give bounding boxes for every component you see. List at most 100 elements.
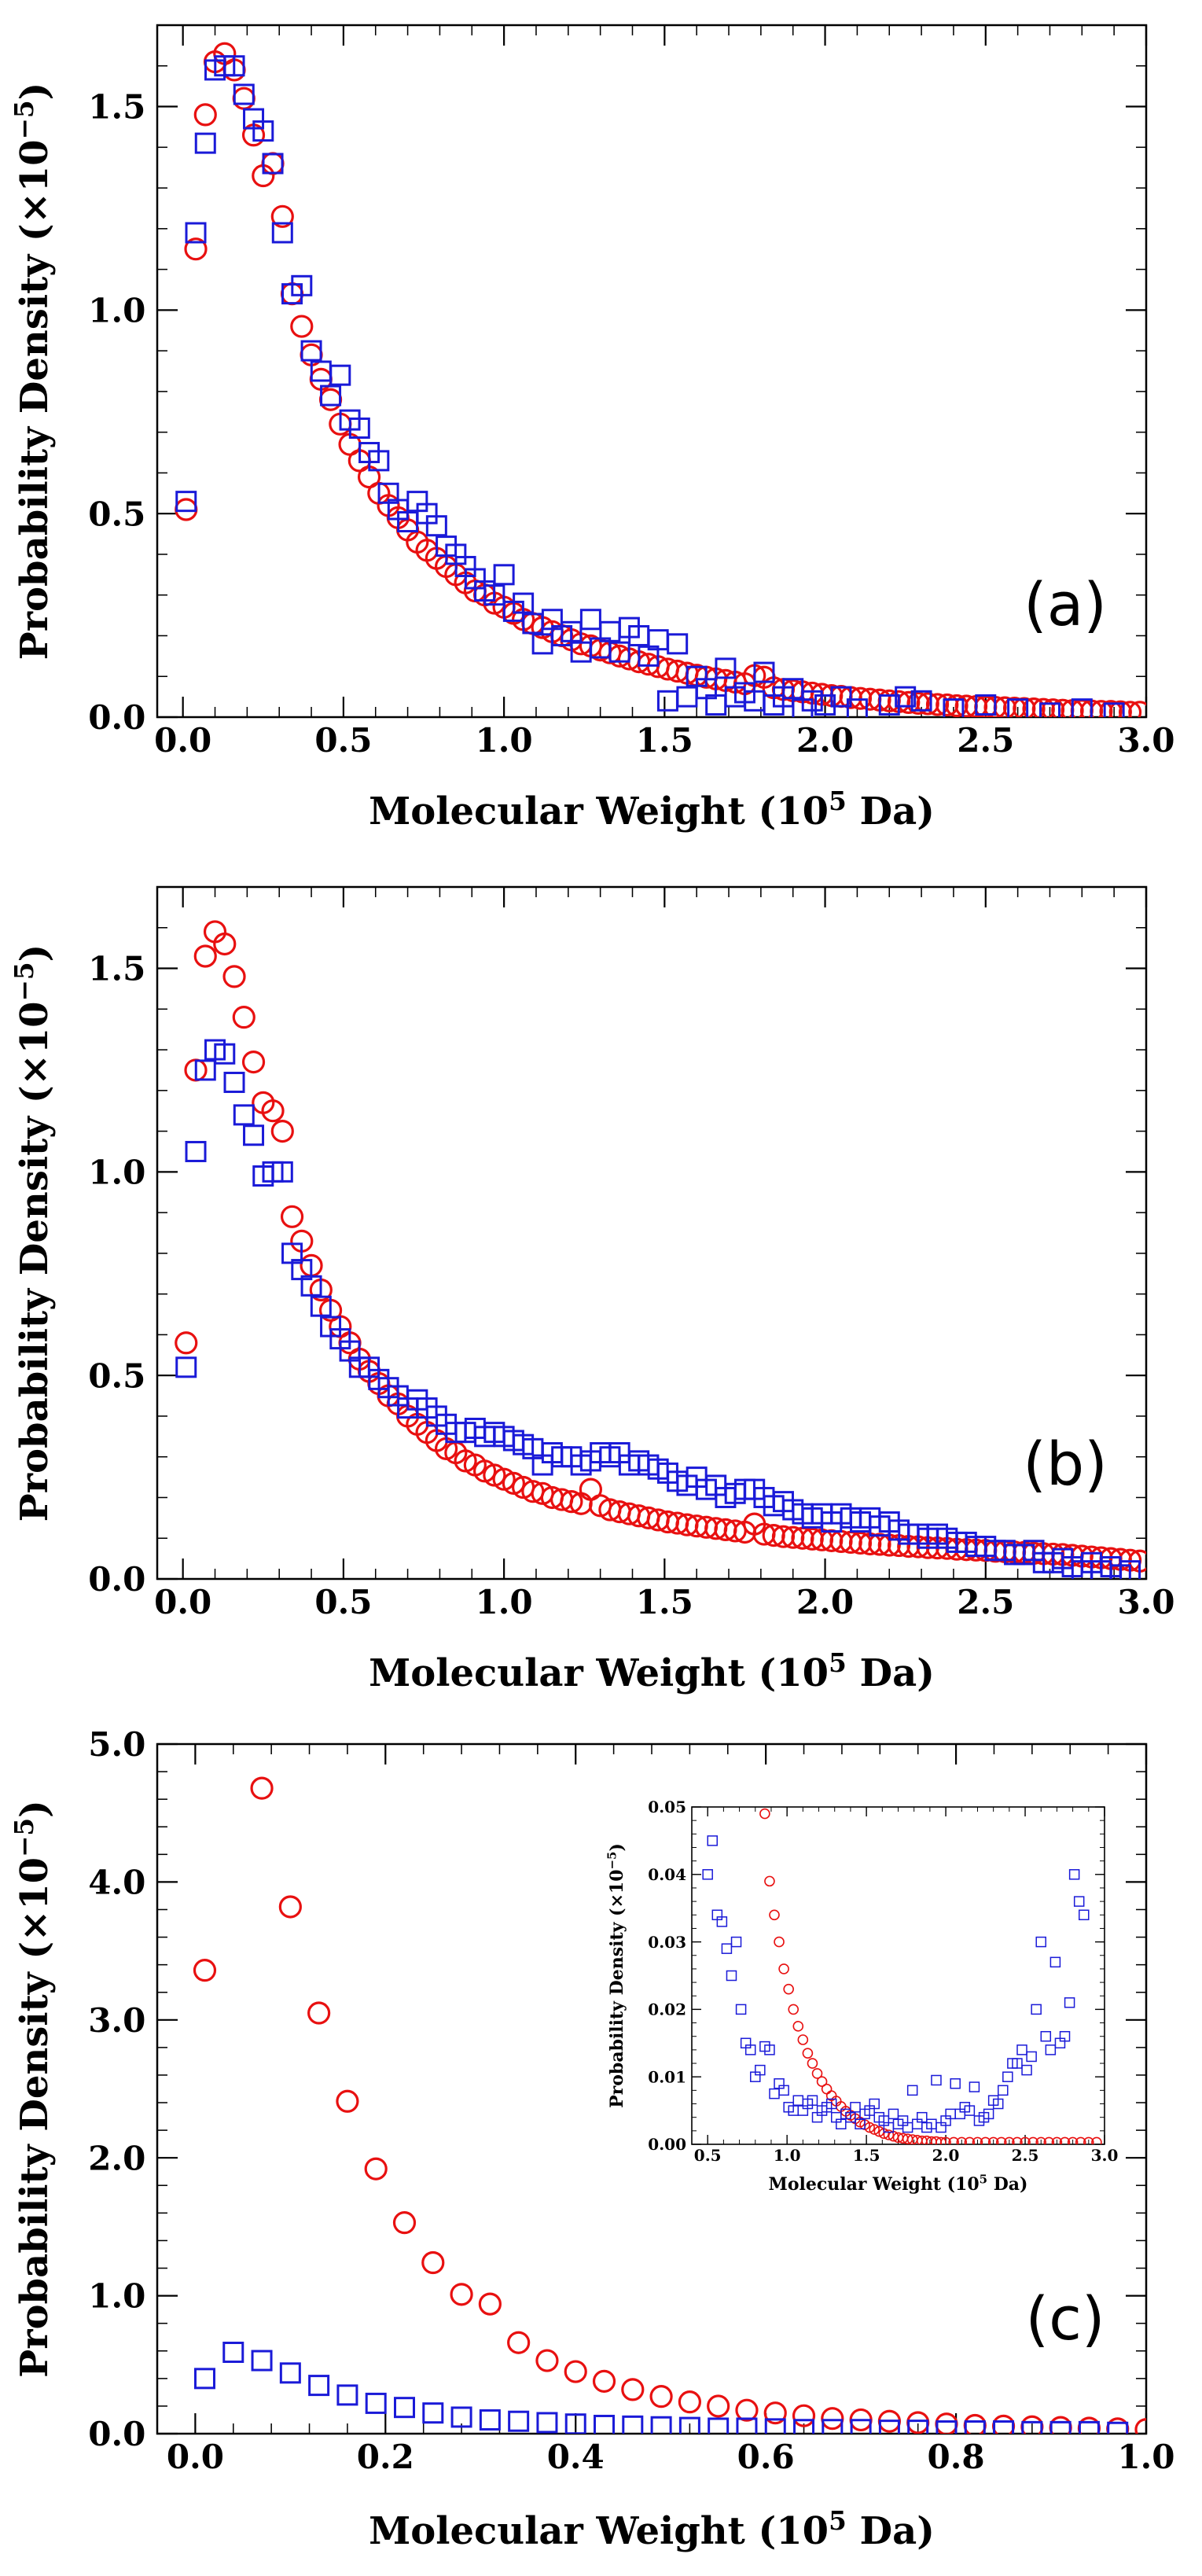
data-point-square — [185, 222, 207, 244]
data-point-circle — [1051, 2136, 1063, 2144]
data-point-square — [716, 1916, 728, 1927]
data-point-square — [1079, 1909, 1090, 1921]
data-point-circle — [270, 1119, 294, 1143]
data-point-square — [855, 2118, 866, 2130]
data-point-square — [1031, 2004, 1042, 2015]
data-point-square — [667, 633, 689, 655]
data-point-circle — [1118, 701, 1142, 717]
data-point-square — [830, 686, 852, 708]
data-point-square — [1021, 2064, 1032, 2076]
panel-2-xtick-label: 0.6 — [737, 2438, 795, 2476]
inset-xtick-label: 0.5 — [694, 2146, 722, 2165]
data-point-circle — [1059, 2136, 1071, 2144]
data-point-square — [622, 2415, 644, 2434]
panel-1-ylabel-exponent: −5 — [9, 962, 39, 1001]
data-point-circle — [1012, 2136, 1023, 2144]
data-point-square — [243, 1124, 265, 1146]
data-point-square — [348, 417, 370, 439]
panel-2-xtick-label: 0.0 — [167, 2438, 224, 2476]
data-point-square — [1007, 698, 1029, 717]
panel-2-ylabel-exponent: −5 — [9, 1818, 39, 1857]
panel-2-ytick-label: 1.0 — [88, 2277, 145, 2316]
data-point-square — [193, 2368, 215, 2390]
data-point-square — [744, 2044, 756, 2055]
panel-2-xtick-label: 1.0 — [1117, 2438, 1174, 2476]
data-point-circle — [232, 1006, 255, 1029]
data-point-square — [878, 2420, 900, 2434]
data-point-square — [320, 385, 342, 407]
data-point-circle — [1083, 2136, 1094, 2144]
data-point-square — [850, 2419, 872, 2434]
data-point-square — [394, 2397, 415, 2419]
data-point-square — [721, 1943, 733, 1954]
panel-0-series-squares — [175, 55, 1125, 717]
data-point-square — [983, 2108, 994, 2120]
panel-1-xtick-label: 3.0 — [1117, 1583, 1174, 1621]
data-point-circle — [364, 2157, 388, 2180]
panel-2-ylabel: Probability Density (×10−5) — [9, 1800, 57, 2378]
data-point-square — [1119, 1560, 1141, 1579]
data-point-circle — [184, 237, 208, 261]
data-point-circle — [1020, 2136, 1031, 2144]
data-point-circle — [1128, 701, 1146, 717]
data-point-square — [1059, 2030, 1071, 2042]
panel-2-xlabel-exponent: 5 — [829, 2505, 847, 2536]
inset-ylabel-text-end: ) — [607, 1843, 627, 1851]
data-point-square — [998, 2085, 1009, 2096]
panel-1-label: (b) — [1023, 1429, 1108, 1499]
data-point-circle — [956, 2136, 968, 2144]
panel-2-xtick-label: 0.4 — [547, 2438, 605, 2476]
data-point-square — [850, 2102, 861, 2113]
data-point-circle — [213, 932, 237, 956]
data-point-circle — [392, 2211, 417, 2235]
panel-0-xtick-label: 0.0 — [154, 721, 211, 760]
data-point-circle — [1075, 2136, 1086, 2144]
data-point-square — [878, 694, 900, 716]
panel-1-ylabel-text: Probability Density (×10 — [13, 1001, 57, 1522]
data-point-square — [508, 2410, 530, 2432]
data-point-square — [943, 698, 965, 717]
inset-ylabel-exponent: −5 — [605, 1852, 619, 1870]
data-point-circle — [1134, 2418, 1146, 2434]
panel-2-ylabel-text-end: ) — [13, 1800, 57, 1818]
inset-ylabel: Probability Density (×10−5) — [605, 1843, 627, 2108]
inset-frame — [691, 1806, 1105, 2145]
panel-0-ytick-label: 0.5 — [88, 495, 145, 533]
data-point-square — [175, 491, 197, 513]
data-point-square — [564, 2413, 586, 2434]
data-point-circle — [778, 1963, 789, 1974]
data-point-square — [931, 2074, 942, 2086]
data-point-circle — [816, 2076, 828, 2088]
panel-1-ytick-label: 1.5 — [88, 950, 145, 988]
panel-0-ytick-label: 1.5 — [88, 88, 145, 127]
data-point-square — [233, 1104, 255, 1126]
panel-0-xtick-label: 2.0 — [796, 721, 854, 760]
data-point-circle — [763, 2401, 787, 2425]
panel-0-xtick-label: 2.5 — [957, 721, 1014, 760]
data-point-square — [846, 698, 868, 717]
data-point-circle — [1004, 2136, 1015, 2144]
data-point-circle — [336, 2089, 359, 2113]
data-point-circle — [564, 2360, 587, 2383]
data-point-square — [807, 2095, 818, 2106]
panel-1: 0.0 0.5 1.0 1.5 2.0 2.5 3.0 0.0 0.5 1.0 1.5 Molecul… — [9, 885, 1175, 1695]
data-point-square — [1038, 702, 1060, 717]
inset-xlabel-text: Molecular Weight (10 — [769, 2174, 980, 2195]
data-point-square — [1071, 698, 1093, 717]
data-point-square — [715, 657, 737, 679]
panel-1-ytick-label: 0.0 — [88, 1560, 145, 1599]
data-point-circle — [250, 1776, 274, 1800]
panel-2-ytick-label: 0.0 — [88, 2415, 145, 2453]
data-point-circle — [290, 315, 314, 338]
data-point-square — [536, 2412, 558, 2434]
inset: 0.5 1.0 1.5 2.0 2.5 3.0 0.00 0.01 0.02 0.03 0.04 0.… — [605, 1798, 1119, 2195]
data-point-square — [175, 1356, 197, 1378]
data-point-circle — [802, 2048, 814, 2059]
data-point-circle — [764, 1875, 775, 1887]
data-point-square — [764, 2418, 786, 2434]
data-point-square — [1040, 2030, 1052, 2042]
inset-xtick-label: 2.0 — [932, 2146, 960, 2165]
data-point-square — [1045, 2044, 1057, 2055]
data-point-circle — [507, 2331, 531, 2354]
data-point-circle — [280, 1205, 304, 1228]
